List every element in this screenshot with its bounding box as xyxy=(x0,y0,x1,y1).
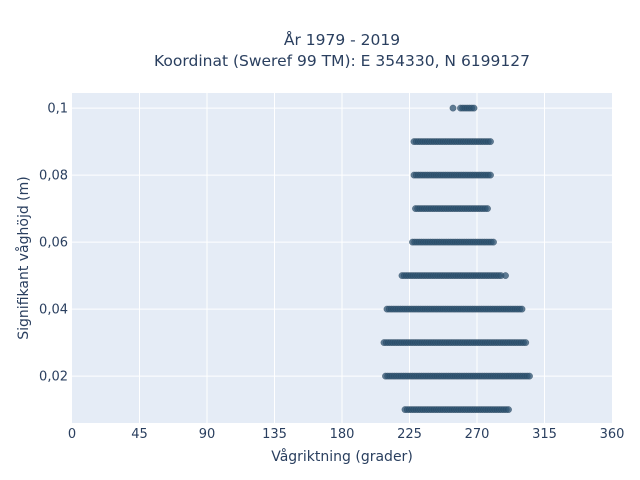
ticks-layer: 0 45 90 135 180 225 270 315 360 0,02 0,04 0,06 0,08 0… xyxy=(39,102,624,442)
grid-layer xyxy=(72,93,612,423)
data-point xyxy=(518,305,526,313)
data-point xyxy=(449,104,457,112)
data-point xyxy=(526,372,533,380)
data-point xyxy=(487,171,494,179)
x-tick-label: 180 xyxy=(330,427,355,442)
y-axis-title: Signifikant våghöjd (m) xyxy=(15,176,32,339)
data-point xyxy=(522,339,530,347)
chart-title-line1: År 1979 - 2019 xyxy=(284,30,400,49)
x-tick-label: 90 xyxy=(199,427,216,442)
y-tick-label: 0,02 xyxy=(39,370,68,385)
y-tick-label: 0,06 xyxy=(39,236,68,251)
x-tick-label: 45 xyxy=(131,427,148,442)
x-tick-label: 0 xyxy=(68,427,76,442)
x-tick-label: 135 xyxy=(262,427,287,442)
x-tick-label: 315 xyxy=(532,427,557,442)
data-point xyxy=(487,138,494,146)
chart-title-line2: Koordinat (Sweref 99 TM): E 354330, N 61… xyxy=(154,52,530,70)
points-layer xyxy=(380,104,533,414)
data-point xyxy=(470,104,478,112)
data-point xyxy=(484,205,491,213)
y-tick-label: 0,08 xyxy=(39,169,68,184)
data-point xyxy=(490,238,497,246)
data-point xyxy=(502,272,509,280)
y-tick-label: 0,1 xyxy=(47,102,68,117)
x-tick-label: 360 xyxy=(600,427,625,442)
data-point xyxy=(505,406,512,414)
x-axis-title: Vågriktning (grader) xyxy=(271,448,413,465)
x-tick-label: 270 xyxy=(465,427,490,442)
x-tick-label: 225 xyxy=(397,427,422,442)
y-tick-label: 0,04 xyxy=(39,303,68,318)
